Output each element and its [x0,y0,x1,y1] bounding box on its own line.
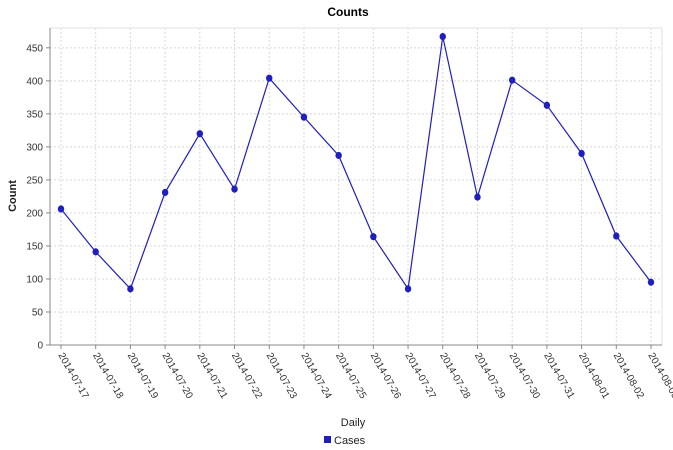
legend: Cases [324,435,366,447]
data-point [370,233,377,241]
x-tick-label: 2014-07-27 [402,351,437,401]
y-tick-label: 300 [26,142,43,153]
x-tick-label: 2014-07-28 [437,351,472,401]
x-tick-label: 2014-07-23 [264,351,299,401]
data-point [647,278,655,286]
x-tick-label: 2014-07-20 [160,351,195,401]
axes [49,27,663,346]
x-tick-label: 2014-07-31 [541,351,576,401]
data-point [300,113,308,121]
data-point [57,205,65,213]
x-tick-label: 2014-07-24 [298,351,333,401]
data-point [196,130,204,138]
legend-label-cases: Cases [334,435,366,447]
chart-title: Counts [327,5,369,19]
series-layer [57,32,655,293]
data-point [266,74,273,82]
y-axis-ticks: 0 50 100 150 200 250 300 350 400 450 [26,43,50,352]
data-point [335,151,342,160]
series-line-cases [60,36,652,291]
y-tick-label: 150 [26,241,43,252]
x-tick-label: 2014-07-19 [125,351,160,401]
x-tick-label: 2014-07-26 [368,351,403,401]
x-axis-label: Daily [341,417,366,429]
x-tick-label: 2014-07-18 [90,351,125,401]
x-tick-label: 2014-07-29 [472,351,507,401]
data-point [613,232,620,240]
y-tick-label: 250 [26,175,43,186]
y-tick-label: 450 [26,43,43,54]
legend-swatch-cases [324,436,331,443]
y-tick-label: 50 [32,307,44,318]
y-tick-label: 200 [26,208,43,219]
x-tick-label: 2014-07-30 [507,351,542,401]
y-tick-label: 350 [26,109,43,120]
data-point [474,193,481,201]
y-tick-label: 100 [26,274,43,285]
x-tick-label: 2014-07-21 [194,351,229,401]
data-point [127,285,134,293]
y-tick-label: 0 [37,341,43,352]
data-point [404,285,412,293]
x-axis-ticks: 2014-07-17 2014-07-18 2014-07-19 2014-07-20… [55,345,673,401]
y-tick-label: 400 [26,76,43,87]
x-tick-label: 2014-08-02 [611,351,646,401]
y-axis-label: Count [7,180,19,212]
plot-area [49,27,663,346]
grid-lines [50,28,662,346]
data-point [231,185,238,193]
data-point [508,76,516,84]
data-point [92,248,99,256]
x-tick-label: 2014-08-03 [645,351,673,401]
data-point [161,188,169,197]
data-point [578,149,585,158]
x-tick-label: 2014-07-17 [55,351,90,401]
data-point [543,101,551,109]
x-tick-label: 2014-07-22 [229,351,264,401]
data-point [439,32,446,41]
x-tick-label: 2014-08-01 [576,351,611,401]
x-tick-label: 2014-07-25 [333,351,368,401]
